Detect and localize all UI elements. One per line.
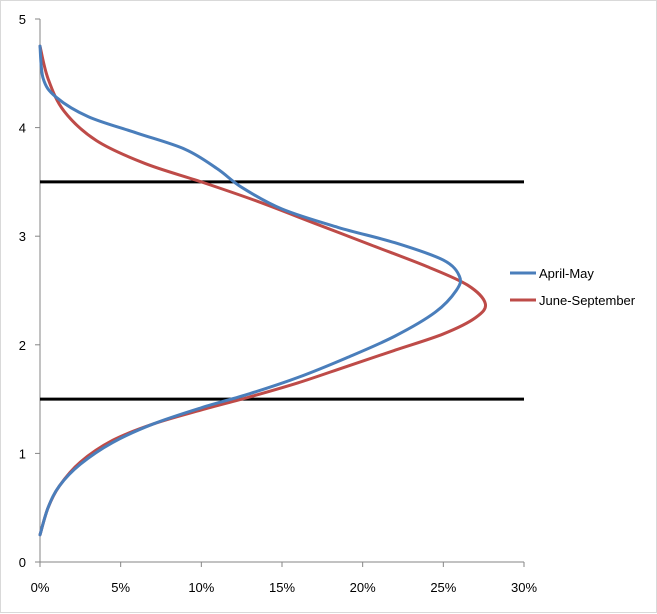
y-tick-label: 5 xyxy=(19,12,26,27)
x-tick-label: 25% xyxy=(430,580,456,595)
x-tick-label: 30% xyxy=(511,580,537,595)
tick-labels: 0 1 2 3 4 5 0% 5% 10% 15% 20% 25% 30% xyxy=(19,12,538,595)
x-tick-label: 0% xyxy=(31,580,50,595)
y-tick-label: 2 xyxy=(19,338,26,353)
x-tick-label: 15% xyxy=(269,580,295,595)
series-line-june-september xyxy=(38,44,488,537)
y-tick-label: 1 xyxy=(19,446,26,461)
x-tick-label: 10% xyxy=(188,580,214,595)
x-tick-label: 20% xyxy=(350,580,376,595)
y-tick-label: 3 xyxy=(19,229,26,244)
legend-label-june-september: June-September xyxy=(539,293,636,308)
y-tick-label: 4 xyxy=(19,121,26,136)
y-tick-label: 0 xyxy=(19,555,26,570)
reference-lines xyxy=(40,180,524,401)
legend-label-april-may: April-May xyxy=(539,266,594,281)
series-line-april-may xyxy=(38,44,462,537)
series-lines xyxy=(38,44,488,537)
x-tick-label: 5% xyxy=(111,580,130,595)
legend: April-May June-September xyxy=(510,266,636,308)
axes xyxy=(35,18,525,567)
